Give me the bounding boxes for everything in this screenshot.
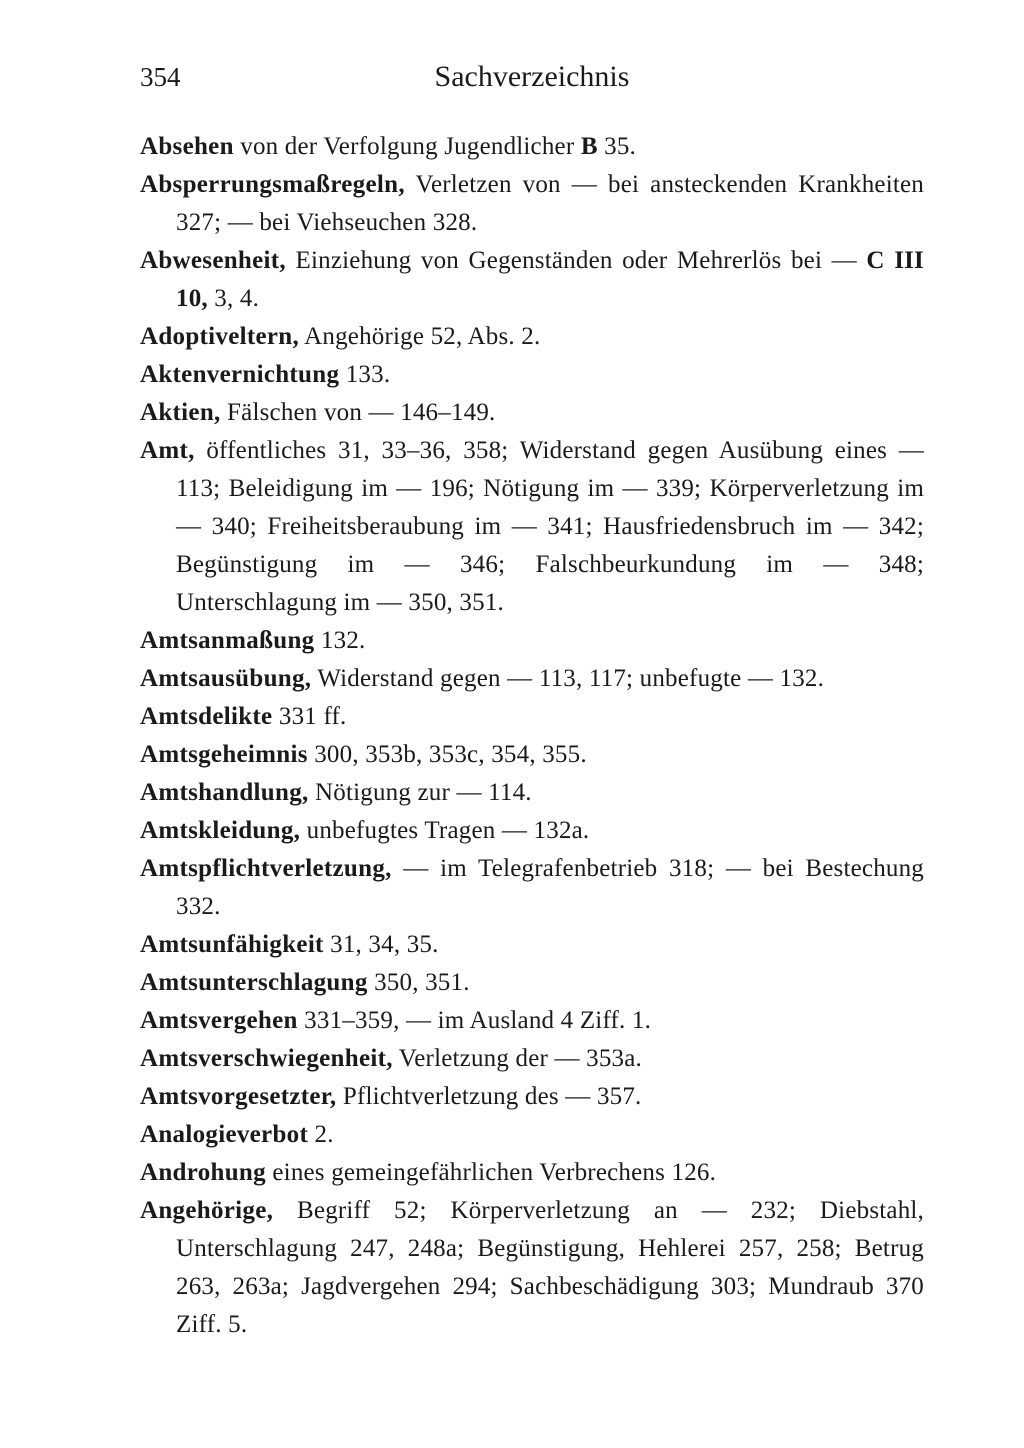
index-entry: Amtsvorgesetzter, Pflichtverletzung des … (140, 1078, 924, 1116)
index-text: 31, 34, 35. (324, 931, 439, 958)
index-term: Absperrungsmaßregeln, (140, 171, 405, 198)
index-term: Adoptiveltern, (140, 323, 299, 350)
index-entry: Angehörige, Begriff 52; Körperverletzung… (140, 1192, 924, 1344)
index-entry: Amtshandlung, Nötigung zur — 114. (140, 774, 924, 812)
index-term: Aktenvernichtung (140, 361, 339, 388)
index-entry: Amtsunterschlagung 350, 351. (140, 964, 924, 1002)
index-term: Amtsausübung, (140, 665, 311, 692)
index-text: Angehörige 52, Abs. 2. (299, 323, 540, 350)
index-entry: Amtsdelikte 331 ff. (140, 698, 924, 736)
index-entry: Aktien, Fälschen von — 146–149. (140, 394, 924, 432)
index-entry: Amtsverschwiegenheit, Verletzung der — 3… (140, 1040, 924, 1078)
index-text: Nötigung zur — 114. (309, 779, 532, 806)
index-text: Begriff 52; Körperverletzung an — 232; D… (176, 1197, 924, 1338)
index-entry: Analogieverbot 2. (140, 1116, 924, 1154)
index-term: Amtsvorgesetzter, (140, 1083, 336, 1110)
page-title: Sachverzeichnis (140, 60, 924, 94)
index-text: 35. (598, 133, 636, 160)
index-term: Amtsgeheimnis (140, 741, 308, 768)
index-term: Amtsunfähigkeit (140, 931, 324, 958)
index-text: 300, 353b, 353c, 354, 355. (308, 741, 587, 768)
index-entry: Amt, öffentliches 31, 33–36, 358; Widers… (140, 432, 924, 622)
index-term: Amtsvergehen (140, 1007, 298, 1034)
index-term: Amtsverschwiegenheit, (140, 1045, 393, 1072)
index-entry: Amtsanmaßung 132. (140, 622, 924, 660)
index-term: Abwesenheit, (140, 247, 286, 274)
index-text: Fälschen von — 146–149. (221, 399, 496, 426)
index-text: 331–359, — im Ausland 4 Ziff. 1. (298, 1007, 651, 1034)
index-text: unbefugtes Tragen — 132a. (300, 817, 589, 844)
index-entry: Amtsgeheimnis 300, 353b, 353c, 354, 355. (140, 736, 924, 774)
index-text: 350, 351. (368, 969, 470, 996)
index-text: von der Verfolgung Jugendlicher (234, 133, 581, 160)
index-bold-ref: B (581, 133, 598, 160)
index-entry: Amtsunfähigkeit 31, 34, 35. (140, 926, 924, 964)
index-entry: Adoptiveltern, Angehörige 52, Abs. 2. (140, 318, 924, 356)
index-term: Amtskleidung, (140, 817, 300, 844)
index-text: eines gemeingefährlichen Verbrechens 126… (266, 1159, 716, 1186)
index-entry: Absehen von der Verfolgung Jugendlicher … (140, 128, 924, 166)
index-term: Angehörige, (140, 1197, 273, 1224)
index-term: Amtspflichtverletzung, (140, 855, 392, 882)
index-entry: Amtsvergehen 331–359, — im Ausland 4 Zif… (140, 1002, 924, 1040)
index-text: Verletzung der — 353a. (393, 1045, 642, 1072)
index-entry: Amtsausübung, Widerstand gegen — 113, 11… (140, 660, 924, 698)
index-text: 133. (339, 361, 390, 388)
index-text: 2. (308, 1121, 334, 1148)
index-entry: Amtskleidung, unbefugtes Tragen — 132a. (140, 812, 924, 850)
index-entry: Abwesenheit, Einziehung von Gegenständen… (140, 242, 924, 318)
index-term: Amtsunterschlagung (140, 969, 368, 996)
page-header: 354 Sachverzeichnis (140, 60, 924, 94)
index-term: Analogieverbot (140, 1121, 308, 1148)
index-entry: Aktenvernichtung 133. (140, 356, 924, 394)
index-text: 3, 4. (208, 285, 259, 312)
index-text: Widerstand gegen — 113, 117; unbefugte —… (311, 665, 824, 692)
index-entry: Absperrungsmaßregeln, Verletzen von — be… (140, 166, 924, 242)
index-term: Amtsdelikte (140, 703, 272, 730)
index-text: Pflichtverletzung des — 357. (336, 1083, 641, 1110)
index-text: 331 ff. (272, 703, 346, 730)
index-text: öffentliches 31, 33–36, 358; Widerstand … (176, 437, 924, 616)
index-term: Amtsanmaßung (140, 627, 314, 654)
index-text: Einziehung von Gegenständen oder Mehrerl… (286, 247, 866, 274)
index-term: Amtshandlung, (140, 779, 309, 806)
index-entry: Androhung eines gemeingefährlichen Verbr… (140, 1154, 924, 1192)
index-term: Androhung (140, 1159, 266, 1186)
index-text: 132. (314, 627, 365, 654)
index-term: Amt, (140, 437, 195, 464)
index-term: Aktien, (140, 399, 221, 426)
index-entry: Amtspflichtverletzung, — im Telegrafenbe… (140, 850, 924, 926)
page-container: 354 Sachverzeichnis Absehen von der Verf… (0, 0, 1024, 1404)
index-term: Absehen (140, 133, 234, 160)
index-entries: Absehen von der Verfolgung Jugendlicher … (140, 128, 924, 1344)
